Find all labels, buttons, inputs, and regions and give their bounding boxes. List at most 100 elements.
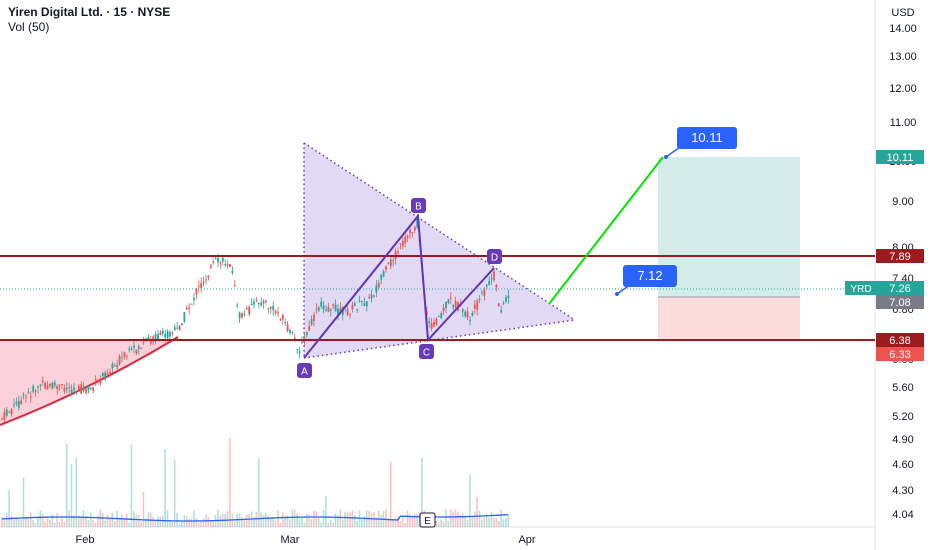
candle-body bbox=[377, 282, 380, 288]
candle-body bbox=[20, 400, 23, 405]
volume-bar bbox=[104, 520, 106, 527]
volume-bar bbox=[39, 510, 42, 527]
candle-body bbox=[286, 323, 289, 331]
candle-body bbox=[416, 218, 419, 228]
volume-bar bbox=[135, 514, 138, 527]
point-label-c[interactable]: C bbox=[419, 344, 434, 359]
svg-text:D: D bbox=[491, 253, 498, 264]
volume-bar bbox=[22, 477, 25, 527]
volume-bar bbox=[289, 519, 291, 527]
svg-text:B: B bbox=[415, 202, 422, 213]
candle-body bbox=[363, 303, 366, 306]
candle-body bbox=[89, 387, 92, 390]
target-callout[interactable] bbox=[677, 127, 737, 149]
price-tick-label: 5.60 bbox=[892, 382, 913, 394]
point-label-a[interactable]: A bbox=[297, 363, 312, 378]
loss-zone[interactable] bbox=[658, 297, 800, 341]
candle-body bbox=[111, 363, 114, 369]
price-tick-label: 4.60 bbox=[892, 459, 913, 471]
candle-body bbox=[445, 301, 447, 309]
volume-bar bbox=[329, 519, 332, 527]
volume-bar bbox=[440, 519, 442, 527]
volume-bar bbox=[53, 522, 56, 527]
volume-bar bbox=[497, 521, 500, 527]
volume-bar bbox=[370, 512, 373, 527]
volume-bar bbox=[334, 513, 337, 527]
candle-body bbox=[34, 390, 37, 392]
volume-bar bbox=[226, 510, 229, 527]
volume-bar bbox=[65, 443, 68, 527]
price-tick-label: 4.90 bbox=[892, 434, 913, 446]
candle-body bbox=[65, 387, 68, 390]
volume-bar bbox=[394, 518, 397, 527]
volume-bar bbox=[154, 519, 157, 527]
candle-body bbox=[200, 282, 203, 289]
volume-bar bbox=[82, 510, 85, 527]
price-tick-label: 9.00 bbox=[892, 196, 913, 208]
volume-bar bbox=[262, 515, 265, 527]
volume-bar bbox=[34, 522, 37, 527]
volume-bar bbox=[128, 522, 130, 527]
candle-body bbox=[387, 262, 390, 264]
volume-bar bbox=[277, 509, 279, 527]
candle-body bbox=[161, 330, 164, 334]
candle-body bbox=[361, 300, 363, 302]
point-label-d[interactable]: D bbox=[487, 249, 502, 264]
candle-body bbox=[85, 388, 87, 393]
time-label-apr: Apr bbox=[518, 534, 535, 546]
volume-bar bbox=[411, 517, 414, 527]
volume-bar bbox=[315, 511, 318, 527]
volume-bar bbox=[61, 516, 63, 527]
candle-body bbox=[490, 278, 493, 280]
candle-body bbox=[202, 281, 205, 283]
volume-bar bbox=[272, 517, 274, 527]
volume-bar bbox=[77, 515, 80, 527]
candle-body bbox=[334, 304, 337, 312]
volume-bar bbox=[109, 518, 111, 527]
point-label-b[interactable]: B bbox=[411, 198, 426, 213]
candle-body bbox=[75, 390, 78, 393]
volume-bar bbox=[125, 513, 128, 527]
volume-bar bbox=[409, 514, 411, 527]
candle-body bbox=[428, 321, 431, 323]
volume-bar bbox=[346, 511, 349, 527]
volume-bar bbox=[298, 518, 301, 527]
entry-callout[interactable] bbox=[623, 265, 677, 287]
profit-zone[interactable] bbox=[658, 157, 800, 297]
candle-body bbox=[5, 409, 8, 416]
volume-bar bbox=[217, 509, 219, 527]
volume-bar bbox=[325, 496, 327, 527]
candle-body bbox=[349, 313, 351, 315]
volume-bar bbox=[49, 519, 51, 527]
candle-body bbox=[183, 311, 186, 322]
candle-body bbox=[229, 264, 231, 267]
candle-body bbox=[279, 319, 282, 321]
svg-text:7.26: 7.26 bbox=[889, 283, 910, 295]
candle-body bbox=[382, 271, 385, 277]
candle-body bbox=[118, 356, 121, 365]
volume-bar bbox=[356, 520, 358, 527]
volume-bar bbox=[291, 509, 294, 527]
candle-body bbox=[404, 237, 407, 244]
volume-bar bbox=[130, 444, 133, 527]
event-marker[interactable]: E bbox=[419, 512, 436, 528]
volume-bar bbox=[197, 522, 200, 527]
volume-bar bbox=[469, 474, 471, 527]
svg-text:6.38: 6.38 bbox=[889, 335, 910, 347]
candle-body bbox=[224, 264, 227, 266]
volume-bar bbox=[111, 512, 114, 527]
volume-bar bbox=[445, 509, 447, 527]
candle-body bbox=[313, 314, 315, 321]
volume-bar bbox=[457, 512, 459, 527]
svg-text:C: C bbox=[423, 348, 430, 359]
candle-body bbox=[217, 257, 219, 263]
volume-bar bbox=[92, 519, 94, 527]
volume-bar bbox=[209, 520, 212, 527]
svg-text:10.11: 10.11 bbox=[887, 152, 914, 164]
volume-bar bbox=[305, 513, 308, 527]
candle-body bbox=[25, 396, 27, 398]
volume-bar bbox=[488, 518, 490, 527]
volume-bar bbox=[485, 513, 488, 527]
candle-body bbox=[80, 384, 83, 394]
